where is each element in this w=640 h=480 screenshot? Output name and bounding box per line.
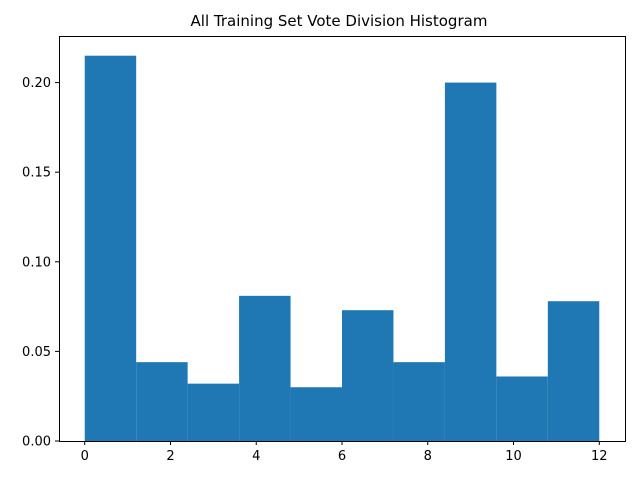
y-tick-label: 0.10	[22, 255, 51, 270]
chart-title: All Training Set Vote Division Histogram	[191, 12, 488, 30]
histogram-bar-1	[136, 362, 188, 441]
y-axis-ticks: 0.00 0.05 0.10 0.15 0.20	[22, 76, 59, 450]
y-tick-label: 0.00	[22, 435, 51, 450]
x-tick-label: 0	[81, 449, 89, 464]
histogram-bar-2	[187, 383, 240, 441]
y-tick-label: 0.05	[22, 345, 51, 360]
histogram-bar-4	[290, 387, 342, 441]
y-tick-label: 0.20	[22, 76, 51, 91]
histogram-bar-6	[393, 362, 445, 441]
histogram-bar-5	[342, 310, 394, 441]
x-axis-ticks: 0 2 4 6 8 10 12	[81, 441, 608, 464]
histogram-bar-9	[547, 301, 600, 441]
x-tick-label: 10	[505, 449, 522, 464]
histogram-bar-0	[84, 55, 137, 441]
bars-group	[84, 55, 600, 441]
histogram-bar-8	[496, 376, 548, 441]
x-tick-label: 8	[424, 449, 432, 464]
plot-frame	[59, 36, 626, 442]
x-tick-label: 4	[252, 449, 260, 464]
histogram-bar-3	[239, 295, 291, 441]
x-tick-label: 6	[338, 449, 346, 464]
histogram-bar-7	[444, 82, 497, 441]
x-tick-label: 12	[591, 449, 608, 464]
x-tick-label: 2	[166, 449, 174, 464]
y-tick-label: 0.15	[22, 166, 51, 181]
